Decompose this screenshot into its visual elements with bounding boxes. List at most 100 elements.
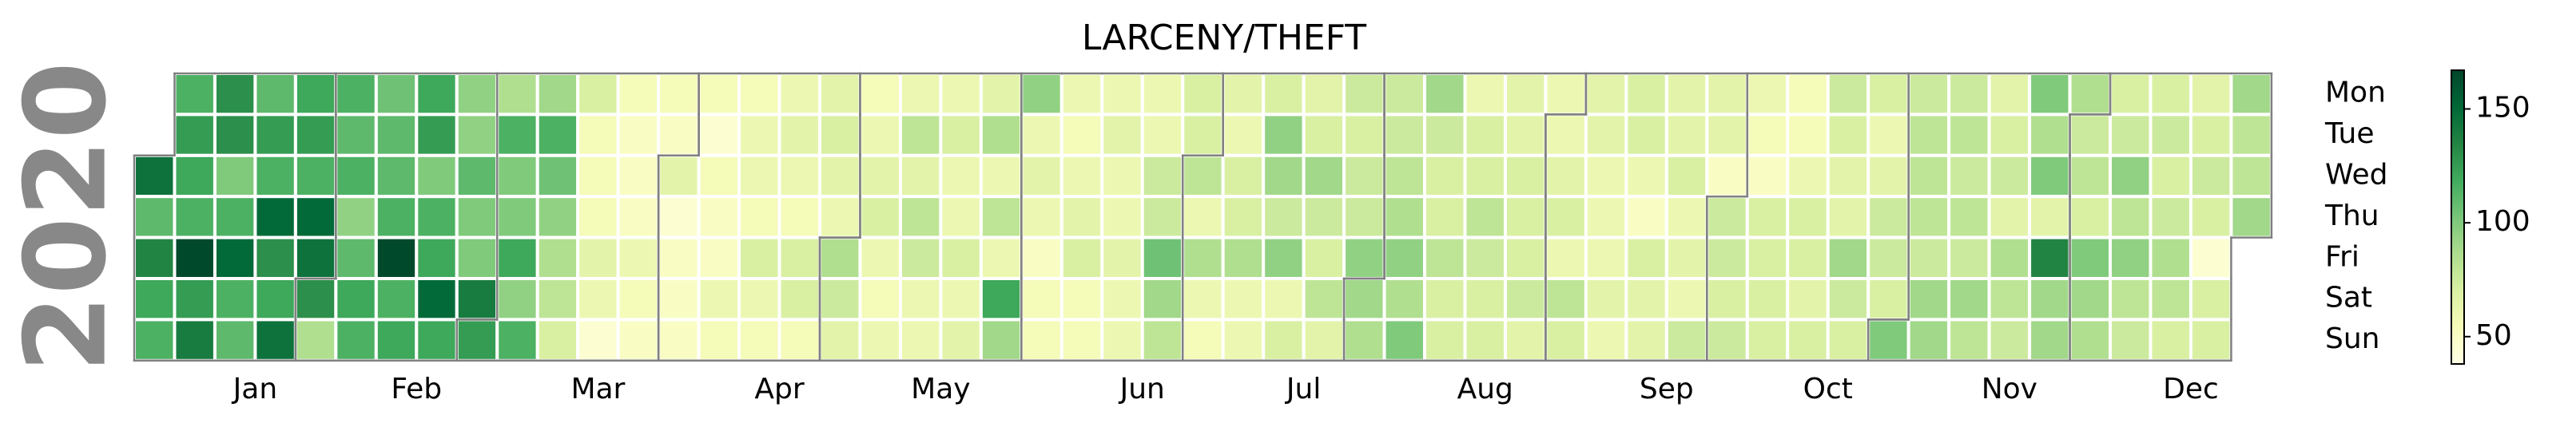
day-cell — [2068, 153, 2113, 199]
day-cell — [898, 277, 943, 322]
day-cell — [1544, 153, 1588, 199]
day-cell — [455, 72, 499, 117]
day-cell — [576, 235, 620, 281]
day-cell — [2068, 235, 2113, 281]
day-cell — [1342, 195, 1386, 239]
day-cell — [2149, 153, 2192, 199]
day-cell — [576, 195, 620, 239]
day-cell — [2229, 72, 2273, 117]
year-label: 2020 — [2, 61, 132, 373]
day-cell — [858, 153, 902, 199]
day-cell — [1382, 277, 1427, 322]
day-cell — [817, 235, 862, 281]
day-cell — [2109, 153, 2153, 199]
day-cell — [1947, 113, 1991, 157]
day-cell — [1140, 277, 1185, 322]
month-label: Feb — [391, 373, 442, 405]
day-cell — [858, 72, 902, 117]
day-cell — [939, 195, 983, 239]
day-cell — [1866, 113, 1910, 157]
day-cell — [1020, 72, 1063, 117]
day-cell — [898, 113, 943, 157]
day-label: Mon — [2325, 77, 2386, 109]
day-cell — [2188, 113, 2233, 157]
day-cell — [737, 235, 781, 281]
day-cell — [1906, 277, 1951, 322]
day-cell — [1020, 195, 1063, 239]
day-cell — [213, 318, 257, 362]
day-cell — [1503, 318, 1548, 362]
day-cell — [1342, 72, 1386, 117]
day-cell — [1906, 153, 1951, 199]
day-cell — [455, 113, 499, 157]
day-cell — [293, 195, 338, 239]
day-cell — [898, 72, 943, 117]
day-cell — [939, 235, 983, 281]
day-cell — [2149, 318, 2192, 362]
day-cell — [697, 153, 741, 199]
day-cell — [1624, 153, 1668, 199]
day-cell — [2068, 318, 2113, 362]
day-cell — [2188, 72, 2233, 117]
day-cell — [1463, 113, 1507, 157]
day-cell — [1906, 72, 1951, 117]
day-cell — [1262, 195, 1306, 239]
day-cell — [1181, 318, 1225, 362]
day-cell — [133, 277, 177, 322]
day-label: Thu — [2324, 200, 2379, 232]
day-cell — [737, 153, 781, 199]
day-cell — [979, 72, 1024, 117]
day-cell — [939, 318, 983, 362]
day-cell — [2229, 153, 2273, 199]
day-cell — [374, 195, 419, 239]
day-cell — [657, 113, 701, 157]
month-label: Aug — [1457, 373, 1513, 405]
day-cell — [133, 235, 177, 281]
day-cell — [777, 277, 821, 322]
day-cell — [697, 72, 741, 117]
day-cell — [2028, 72, 2072, 117]
colorbar-tick-label: 50 — [2475, 319, 2512, 352]
day-cell — [1624, 318, 1668, 362]
day-cell — [1342, 113, 1386, 157]
day-cell — [898, 153, 943, 199]
day-cell — [1221, 113, 1266, 157]
day-cell — [1906, 318, 1951, 362]
day-cell — [2188, 318, 2233, 362]
day-cell — [253, 113, 297, 157]
day-cell — [1987, 113, 2032, 157]
day-cell — [1262, 318, 1306, 362]
month-label: Oct — [1803, 373, 1853, 405]
day-cell — [1544, 318, 1588, 362]
day-cell — [1866, 318, 1910, 362]
day-cell — [2109, 72, 2153, 117]
day-cell — [737, 113, 781, 157]
day-cell — [1423, 72, 1467, 117]
day-cell — [939, 277, 983, 322]
day-cell — [1584, 318, 1628, 362]
day-cell — [374, 113, 419, 157]
day-cell — [1181, 277, 1225, 322]
day-cell — [213, 153, 257, 199]
day-cell — [1262, 235, 1306, 281]
day-cell — [1262, 153, 1306, 199]
day-cell — [576, 318, 620, 362]
day-cell — [1705, 195, 1749, 239]
month-label: Jun — [1119, 373, 1165, 405]
day-cell — [1745, 72, 1790, 117]
day-cell — [697, 318, 741, 362]
day-cell — [1342, 153, 1386, 199]
day-cell — [133, 153, 177, 199]
day-cell — [2188, 153, 2233, 199]
day-cell — [495, 318, 539, 362]
day-cell — [495, 195, 539, 239]
day-cell — [1786, 277, 1830, 322]
day-cell — [939, 113, 983, 157]
day-cell — [1221, 318, 1266, 362]
day-cell — [898, 318, 943, 362]
day-cell — [1705, 318, 1749, 362]
day-cell — [1302, 277, 1346, 322]
day-cell — [1423, 235, 1467, 281]
day-cell — [293, 277, 338, 322]
